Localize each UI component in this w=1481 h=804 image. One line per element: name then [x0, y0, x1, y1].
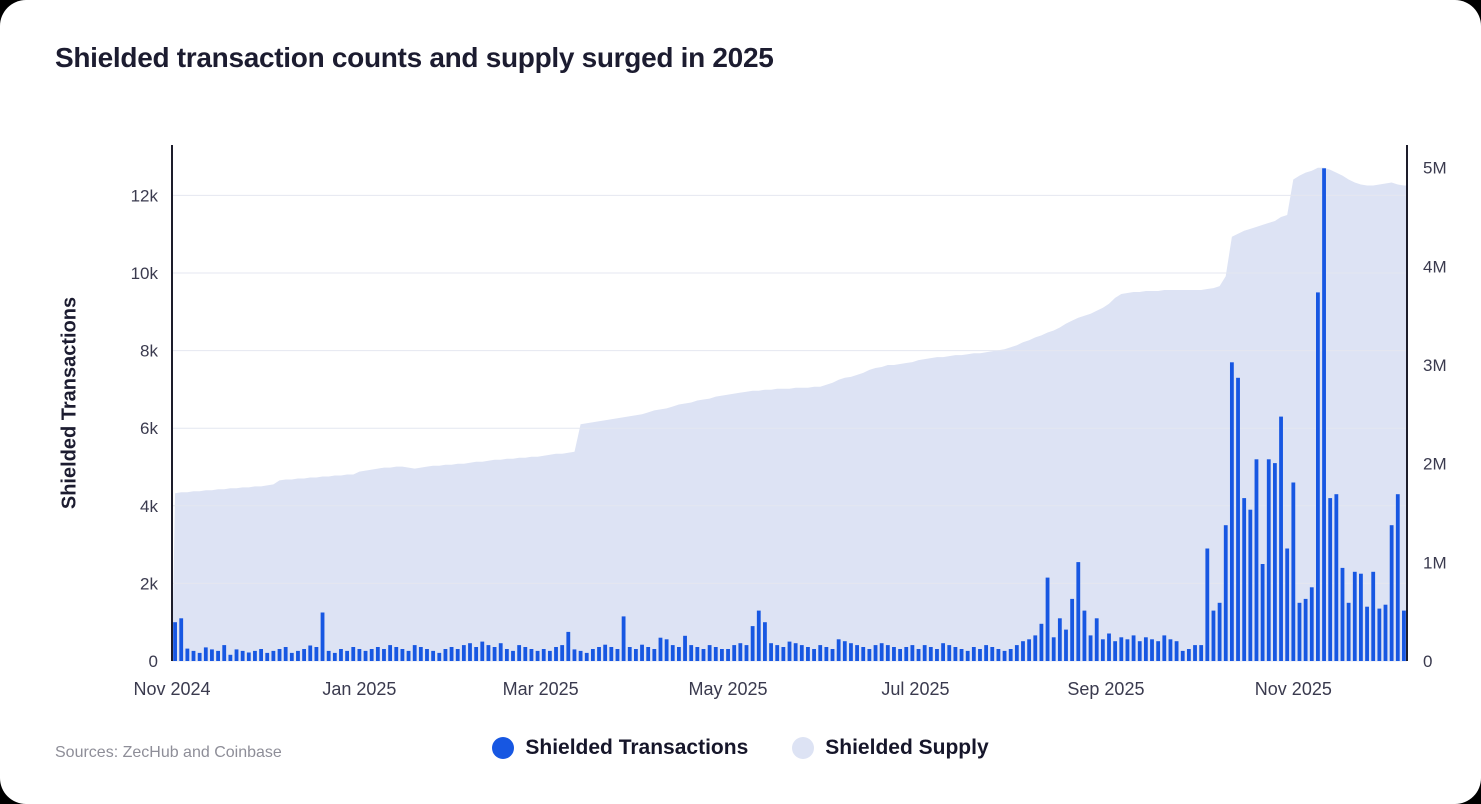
- svg-text:2M: 2M: [1423, 455, 1447, 474]
- svg-text:Nov 2025: Nov 2025: [1255, 679, 1332, 699]
- svg-text:May 2025: May 2025: [689, 679, 768, 699]
- svg-text:0: 0: [1423, 652, 1432, 671]
- chart-legend: Shielded Transactions Shielded Supply: [0, 736, 1481, 760]
- legend-item-supply: Shielded Supply: [792, 736, 989, 760]
- svg-text:10k: 10k: [131, 264, 159, 283]
- svg-text:3M: 3M: [1423, 356, 1447, 375]
- source-note: Sources: ZecHub and Coinbase: [55, 744, 282, 761]
- transactions-swatch-icon: [492, 737, 515, 759]
- svg-text:1M: 1M: [1423, 553, 1447, 572]
- svg-text:Jul 2025: Jul 2025: [881, 679, 949, 699]
- page-title: Shielded transaction counts and supply s…: [55, 42, 774, 73]
- svg-text:6k: 6k: [140, 419, 158, 438]
- svg-text:2k: 2k: [140, 574, 158, 593]
- chart-canvas: 0 2k 4k 6k 8k 10k 12k 0 1M 2M 3M 4M 5M Nov 2024 Jan 20…: [131, 145, 1447, 699]
- svg-text:5M: 5M: [1423, 159, 1447, 178]
- svg-text:8k: 8k: [140, 342, 158, 361]
- svg-text:Sep 2025: Sep 2025: [1067, 679, 1144, 699]
- svg-text:4M: 4M: [1423, 257, 1447, 276]
- supply-swatch-icon: [792, 737, 815, 759]
- legend-item-transactions: Shielded Transactions: [492, 736, 748, 760]
- svg-text:Mar 2025: Mar 2025: [503, 679, 579, 699]
- svg-text:Nov 2024: Nov 2024: [133, 679, 210, 699]
- svg-text:12k: 12k: [131, 186, 159, 205]
- legend-transactions-label: Shielded Transactions: [525, 736, 749, 759]
- svg-text:Jan 2025: Jan 2025: [322, 679, 396, 699]
- svg-text:4k: 4k: [140, 497, 158, 516]
- legend-supply-label: Shielded Supply: [825, 736, 989, 759]
- svg-text:0: 0: [149, 652, 158, 671]
